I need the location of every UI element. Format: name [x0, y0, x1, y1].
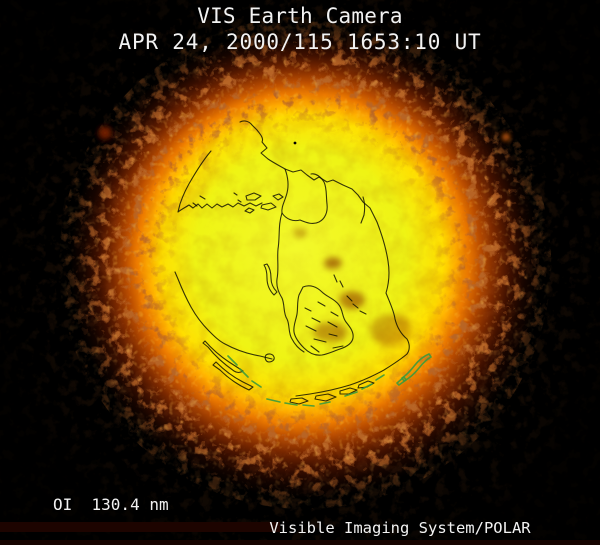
disk-dark-dot: [293, 141, 297, 145]
aurora-coastline-overlay: [227, 353, 432, 407]
bottom-left-noise-band: [0, 522, 280, 532]
hot-pixel-artifact-right: [499, 130, 513, 144]
observation-timestamp: APR 24, 2000/115 1653:10 UT: [118, 30, 482, 54]
wavelength-label: OI 130.4 nm: [53, 495, 169, 514]
disk-dark-patches: [293, 228, 410, 346]
credits-block: Visible Imaging System/POLAR The Univers…: [224, 494, 576, 545]
hot-pixel-artifact-left: [95, 123, 115, 143]
image-title: VIS Earth Camera: [197, 4, 403, 28]
credit-line-instrument: Visible Imaging System/POLAR: [269, 518, 531, 537]
bottom-edge-noise-band: [0, 540, 600, 545]
coastline-overlay: [174, 120, 410, 405]
